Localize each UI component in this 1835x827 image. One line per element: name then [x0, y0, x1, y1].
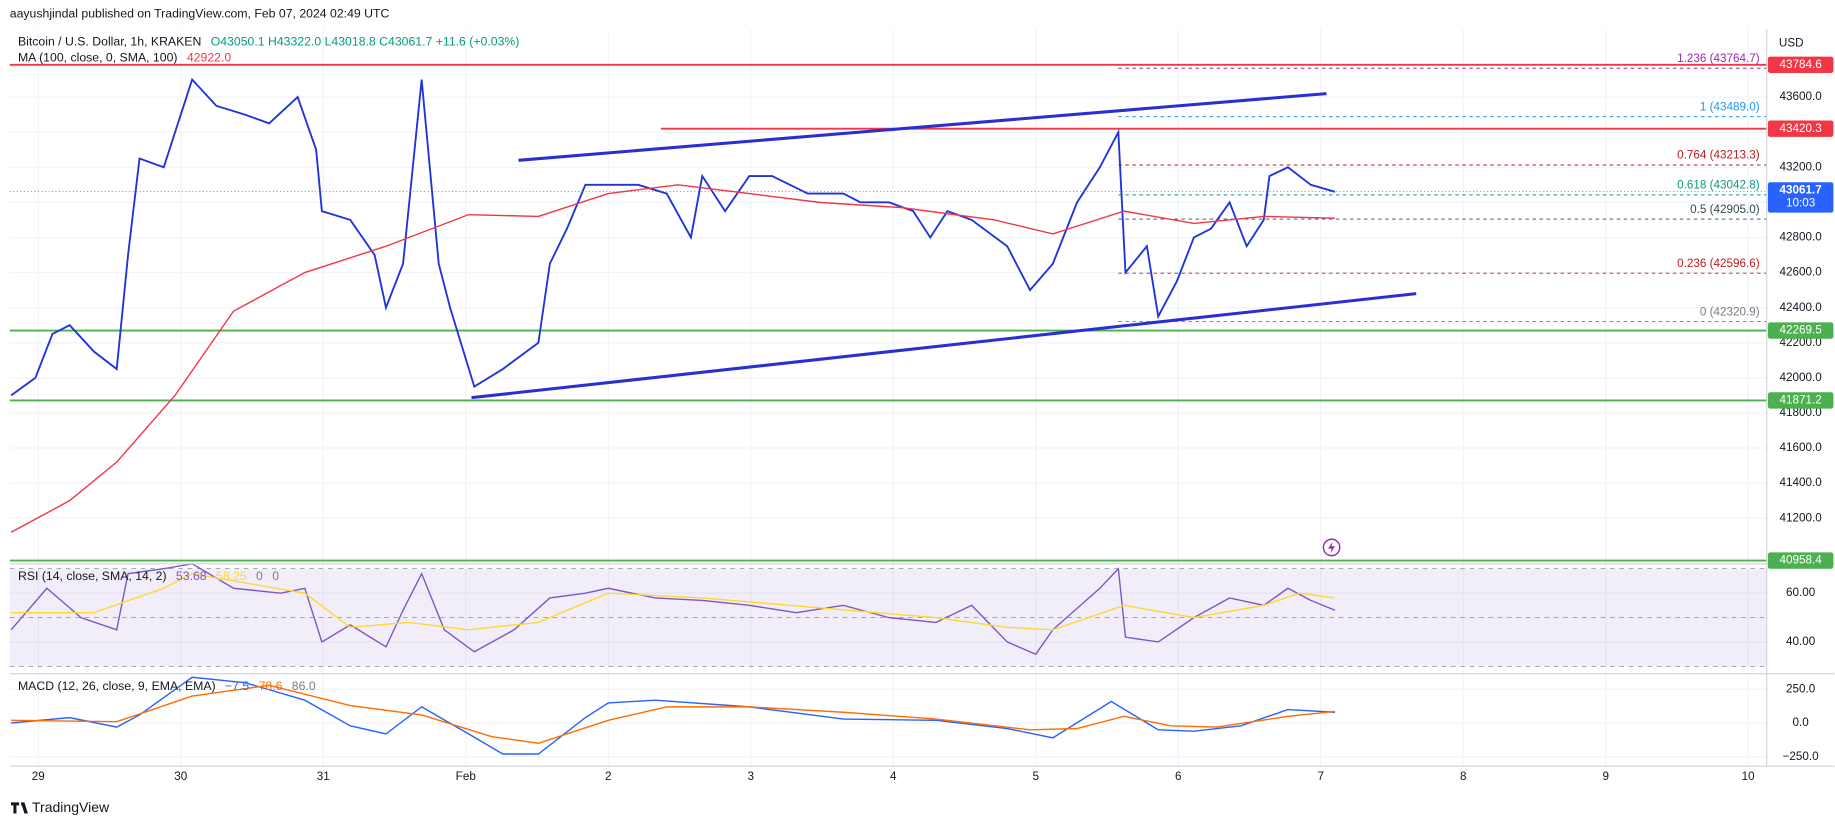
pane-legend-value: −7.5 — [225, 679, 249, 693]
level-price-label: 43420.3 — [1780, 122, 1822, 135]
y-tick-label: 250.0 — [1786, 682, 1816, 695]
y-tick-label: 41800.0 — [1780, 406, 1823, 419]
x-tick-label: 6 — [1175, 770, 1182, 783]
y-tick-label: 42200.0 — [1780, 336, 1823, 349]
publisher-note: aayushjindal published on TradingView.co… — [10, 6, 390, 20]
x-tick-label: 31 — [317, 770, 330, 783]
axes: 41200.041400.041600.041800.042000.042200… — [18, 34, 1834, 783]
x-tick-label: 3 — [747, 770, 754, 783]
x-tick-label: 29 — [32, 770, 45, 783]
pane-legend-value: 0 — [272, 569, 279, 583]
x-tick-label: 8 — [1460, 770, 1467, 783]
series-line — [10, 77, 1336, 397]
fib-label: 0.5 (42905.0) — [1690, 203, 1760, 216]
x-tick-label: 4 — [890, 770, 897, 783]
pane-title: MACD (12, 26, close, 9, EMA, EMA) — [18, 679, 216, 693]
level-price-label: 40958.4 — [1780, 554, 1823, 567]
pane-legend-value: 58.25 — [216, 569, 247, 583]
y-tick-label: 41600.0 — [1780, 441, 1823, 454]
fib-label: 0.764 (43213.3) — [1677, 149, 1760, 162]
y-tick-label: −250.0 — [1783, 750, 1820, 763]
level-price-label: 43784.6 — [1780, 58, 1822, 71]
y-tick-label: 41200.0 — [1780, 511, 1823, 524]
x-tick-label: Feb — [456, 770, 477, 783]
x-tick-label: 30 — [174, 770, 188, 783]
y-tick-label: 42600.0 — [1780, 266, 1823, 279]
x-tick-label: 7 — [1317, 770, 1324, 783]
level-price-label: 42269.5 — [1780, 324, 1823, 337]
fib-label: 1 (43489.0) — [1700, 100, 1760, 113]
series-line — [11, 684, 1336, 744]
countdown-label: 10:03 — [1786, 196, 1815, 209]
currency-label: USD — [1779, 36, 1804, 49]
pane-legend-value: 0 — [256, 569, 263, 583]
fib-label: 1.236 (43764.7) — [1677, 52, 1760, 65]
level-price-box — [1767, 552, 1834, 569]
fib-label: 0 (42320.9) — [1700, 305, 1760, 318]
y-tick-label: 42400.0 — [1780, 301, 1823, 314]
y-tick-label: 43600.0 — [1780, 90, 1823, 103]
x-tick-label: 5 — [1032, 770, 1039, 783]
plot: 1.236 (43764.7) 1 (43489.0) 0.764 (43213.3… — [9, 52, 1767, 755]
alert-icon[interactable] — [1322, 538, 1341, 557]
level-price-box — [1767, 56, 1834, 73]
footer-brand: TradingView — [32, 799, 110, 815]
y-tick-label: 0.0 — [1793, 716, 1810, 729]
pane-title: RSI (14, close, SMA, 14, 2) — [18, 569, 167, 583]
pane-legend-value: 53.68 — [176, 569, 207, 583]
legend-name: Bitcoin / U.S. Dollar, 1h, KRAKEN — [18, 34, 201, 48]
y-tick-label: 60.00 — [1786, 586, 1816, 599]
x-tick-label: 2 — [605, 770, 612, 783]
trendline — [518, 92, 1327, 162]
last-price-box — [1767, 182, 1834, 213]
series-line — [10, 184, 1335, 533]
legend-name: MA (100, close, 0, SMA, 100) — [18, 51, 178, 65]
x-tick-label: 9 — [1602, 770, 1609, 783]
level-price-box — [1767, 392, 1834, 409]
series-line — [11, 572, 1336, 631]
trendline — [471, 292, 1417, 400]
level-price-label: 41871.2 — [1780, 394, 1822, 407]
y-tick-label: 40.00 — [1786, 635, 1816, 648]
y-tick-label: 42800.0 — [1780, 231, 1823, 244]
level-price-box — [1767, 322, 1834, 339]
legend-value: 42922.0 — [187, 51, 232, 65]
x-tick-label: 10 — [1742, 770, 1756, 783]
y-tick-label: 43200.0 — [1780, 160, 1823, 173]
y-tick-label: 42000.0 — [1780, 371, 1823, 384]
last-price-label: 43061.7 — [1780, 184, 1822, 197]
tradingview-logo[interactable]: TradingView — [10, 799, 110, 815]
fib-label: 0.618 (43042.8) — [1677, 179, 1760, 192]
pane-legend-value: 78.6 — [259, 679, 283, 693]
fib-label: 0.236 (42596.6) — [1677, 257, 1760, 270]
level-price-box — [1767, 120, 1834, 137]
ohlc-values: O43050.1 H43322.0 L43018.8 C43061.7 +11.… — [211, 34, 520, 48]
series-line — [10, 563, 1336, 656]
y-tick-label: 41400.0 — [1780, 476, 1823, 489]
pane-legend-value: 86.0 — [292, 679, 316, 693]
